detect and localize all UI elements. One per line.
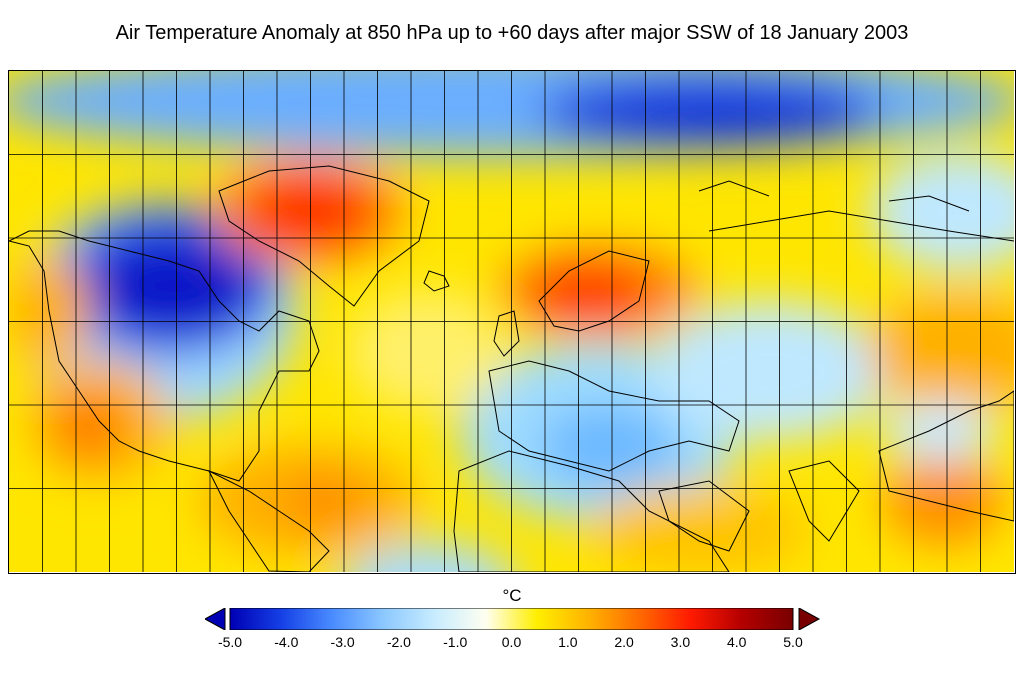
central-america-coast (207, 469, 330, 572)
arabia-coast (658, 480, 750, 552)
arctic-islands-coast (888, 195, 970, 212)
anomaly-field (9, 71, 1014, 572)
mediterranean-coast (488, 360, 740, 472)
colorbar-tick-label: 5.0 (783, 634, 803, 650)
colorbar-tick-label: 2.0 (614, 634, 634, 650)
colorbar-gradient (229, 607, 794, 631)
iceland-coast (423, 270, 450, 292)
novaya-zemlya-coast (698, 180, 770, 197)
colorbar-svg (203, 607, 821, 631)
colorbar (203, 607, 821, 631)
colorbar-tick-label: -1.0 (443, 634, 468, 650)
map-title: Air Temperature Anomaly at 850 hPa up to… (115, 22, 909, 44)
colorbar-tick-label: -5.0 (217, 634, 243, 650)
map-panel[interactable] (8, 70, 1016, 574)
india-coast (788, 460, 860, 542)
colorbar-tick-label: 0.0 (501, 634, 522, 650)
colorbar-tick-label: -4.0 (274, 634, 299, 650)
siberia-coast (708, 210, 1014, 242)
colorbar-tick-label: -2.0 (386, 634, 411, 650)
colorbar-tick-label: 4.0 (726, 634, 747, 650)
scandinavia-coast (538, 250, 650, 332)
colorbar-max-extend (798, 607, 821, 631)
colorbar-tick-label: 3.0 (670, 634, 691, 650)
temperature-anomaly-map[interactable] (9, 71, 1014, 572)
colorbar-tick-label: -3.0 (330, 634, 355, 650)
east-asia-coast (878, 390, 1014, 522)
colorbar-min-extend (203, 607, 226, 631)
north-america-coast (9, 230, 320, 482)
graticule (9, 71, 1014, 572)
colorbar-tick-label: 1.0 (558, 634, 578, 650)
greenland-coast (218, 165, 430, 307)
colorbar-unit: °C (502, 586, 522, 605)
